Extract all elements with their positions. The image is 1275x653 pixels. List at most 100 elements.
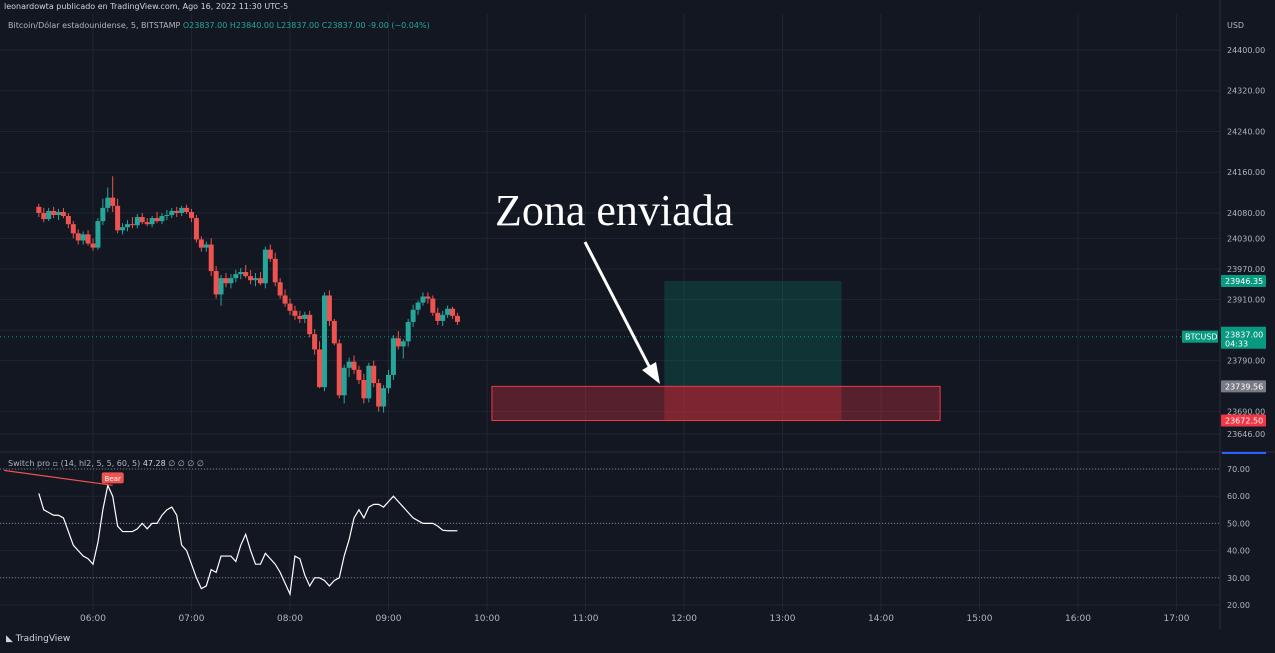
- candle-body[interactable]: [233, 274, 239, 279]
- candle-body[interactable]: [321, 295, 327, 388]
- candle-body[interactable]: [317, 349, 323, 388]
- candle-body[interactable]: [41, 212, 47, 220]
- candle-body[interactable]: [100, 207, 106, 222]
- candle-body[interactable]: [415, 302, 421, 310]
- candle-body[interactable]: [149, 218, 155, 225]
- candle-body[interactable]: [292, 310, 298, 316]
- candle-body[interactable]: [307, 314, 313, 335]
- candle-body[interactable]: [124, 224, 130, 228]
- candle-body[interactable]: [445, 308, 451, 315]
- candle-body[interactable]: [139, 217, 145, 223]
- candle-body[interactable]: [174, 210, 180, 213]
- candle-body[interactable]: [164, 215, 170, 217]
- candle-body[interactable]: [440, 314, 446, 321]
- candle-body[interactable]: [312, 334, 318, 350]
- candle-body[interactable]: [228, 278, 234, 284]
- candle-body[interactable]: [361, 380, 367, 399]
- candle-body[interactable]: [95, 221, 101, 248]
- candle-body[interactable]: [159, 216, 165, 222]
- candle-body[interactable]: [80, 234, 86, 241]
- candle-body[interactable]: [90, 243, 96, 248]
- candle-body[interactable]: [272, 258, 278, 283]
- candle-body[interactable]: [386, 374, 391, 389]
- candle-body[interactable]: [154, 218, 160, 222]
- candle-body[interactable]: [405, 321, 411, 342]
- candle-body[interactable]: [400, 341, 406, 347]
- oscillator-line[interactable]: [38, 483, 458, 597]
- candle-body[interactable]: [65, 216, 71, 225]
- candle-body[interactable]: [454, 315, 460, 322]
- y-tick-label: 23690.00: [1227, 408, 1265, 417]
- candle-body[interactable]: [331, 320, 337, 344]
- candle-body[interactable]: [85, 234, 91, 244]
- candle-body[interactable]: [346, 361, 352, 368]
- candle-body[interactable]: [420, 296, 426, 303]
- candle-body[interactable]: [366, 365, 372, 399]
- candle-body[interactable]: [371, 365, 377, 384]
- candle-body[interactable]: [238, 272, 244, 275]
- candle-body[interactable]: [410, 309, 416, 322]
- candle-body[interactable]: [302, 314, 308, 319]
- candle-body[interactable]: [46, 210, 52, 220]
- profit-zone[interactable]: [664, 281, 842, 387]
- candle-body[interactable]: [282, 295, 288, 304]
- y-tick-label: 24240.00: [1227, 127, 1265, 136]
- candle-body[interactable]: [179, 207, 185, 213]
- candle-body[interactable]: [105, 197, 111, 208]
- candle-body[interactable]: [134, 217, 140, 226]
- candle-body[interactable]: [253, 278, 259, 281]
- candle-body[interactable]: [129, 224, 135, 226]
- candle-body[interactable]: [267, 249, 273, 259]
- candle-body[interactable]: [435, 312, 441, 321]
- candle-body[interactable]: [213, 271, 219, 295]
- candle-body[interactable]: [341, 367, 347, 396]
- candle-body[interactable]: [287, 303, 293, 311]
- candle-body[interactable]: [203, 244, 209, 248]
- symbol-legend[interactable]: Bitcoin/Dólar estadounidense, 5, BITSTAM…: [8, 21, 430, 30]
- candle-body[interactable]: [257, 278, 263, 284]
- indicator-legend[interactable]: Switch pro ▫ (14, hl2, 5, 5, 60, 5) 47.2…: [8, 459, 204, 468]
- candle-body[interactable]: [115, 205, 121, 231]
- candle-body[interactable]: [376, 383, 382, 407]
- candle-body[interactable]: [336, 343, 342, 396]
- candle-body[interactable]: [56, 211, 62, 216]
- candle-body[interactable]: [326, 295, 332, 321]
- candle-body[interactable]: [36, 206, 42, 213]
- candle-body[interactable]: [218, 278, 224, 295]
- candle-body[interactable]: [297, 315, 303, 319]
- candle-body[interactable]: [425, 296, 431, 299]
- loss-zone-overlap: [664, 386, 842, 421]
- candle-body[interactable]: [430, 298, 436, 313]
- candle-body[interactable]: [51, 210, 57, 216]
- candle-body[interactable]: [75, 233, 81, 241]
- candle-body[interactable]: [395, 338, 401, 347]
- candle-body[interactable]: [120, 227, 126, 231]
- candle-body[interactable]: [381, 388, 387, 407]
- candle-body[interactable]: [189, 211, 194, 219]
- candle-body[interactable]: [450, 308, 456, 316]
- annotation-arrow: [583, 241, 654, 373]
- candle-body[interactable]: [110, 197, 116, 206]
- candle-body[interactable]: [60, 211, 66, 217]
- candle-body[interactable]: [193, 218, 199, 240]
- candle-body[interactable]: [356, 369, 362, 381]
- tradingview-logo[interactable]: ◣ TradingView: [6, 634, 70, 644]
- candle-body[interactable]: [223, 278, 229, 284]
- candle-body[interactable]: [277, 282, 283, 296]
- candle-body[interactable]: [198, 239, 204, 248]
- x-tick-label: 09:00: [376, 614, 402, 624]
- candle-body[interactable]: [70, 224, 76, 234]
- candle-body[interactable]: [248, 276, 254, 281]
- candle-body[interactable]: [390, 338, 396, 375]
- candle-body[interactable]: [243, 272, 249, 277]
- candle-body[interactable]: [184, 207, 190, 212]
- candle-body[interactable]: [144, 222, 150, 225]
- candle-body[interactable]: [351, 361, 357, 370]
- candle-body[interactable]: [208, 244, 214, 272]
- symbol-name: Bitcoin/Dólar estadounidense, 5, BITSTAM…: [8, 21, 181, 30]
- candle-body[interactable]: [169, 210, 175, 216]
- candle-body[interactable]: [262, 249, 268, 284]
- loss-zone[interactable]: [491, 385, 941, 422]
